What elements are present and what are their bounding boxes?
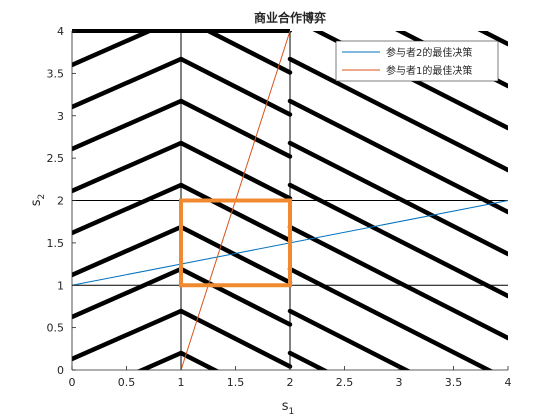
x-tick-label: 2 [287, 376, 294, 389]
x-axis-label-subscript: 1 [289, 407, 295, 417]
y-tick-label: 1.5 [47, 237, 65, 250]
y-tick-label: 3.5 [47, 67, 65, 80]
y-tick-label: 1 [57, 279, 64, 292]
legend-label-series-1: 参与者2的最佳决策 [386, 46, 472, 59]
hatch-line-middle [178, 140, 293, 201]
x-tick-label: 3.5 [445, 376, 463, 389]
hatch-line-left [72, 182, 184, 236]
x-tick-label: 1.5 [227, 376, 245, 389]
hatch-line-left [72, 31, 155, 68]
hatch-line-left [72, 98, 184, 152]
y-axis-label-subscript: 2 [37, 194, 47, 200]
hatch-line-right [287, 140, 508, 257]
y-tick-label: 2.5 [47, 152, 65, 165]
hatch-line-middle [178, 56, 293, 117]
hatch-line-right [290, 395, 508, 420]
hatch-line-left [136, 350, 184, 370]
hatch-line-middle [178, 182, 293, 243]
hatch-line-left [72, 395, 181, 420]
x-tick-label: 3 [396, 376, 403, 389]
hatch-line-left [72, 308, 184, 362]
hatch-line-middle [178, 350, 220, 370]
y-tick-label: 0 [57, 364, 64, 377]
hatch-line-middle [178, 224, 293, 285]
x-tick-label: 0 [69, 376, 76, 389]
y-tick-label: 2 [57, 195, 64, 208]
hatch-line-middle [178, 98, 293, 159]
hatch-line-middle [178, 266, 293, 327]
hatch-line-right [287, 224, 508, 341]
y-tick-label: 3 [57, 110, 64, 123]
legend: 参与者2的最佳决策 参与者1的最佳决策 [335, 40, 499, 82]
hatch-line-left [72, 56, 184, 110]
x-tick-label: 2.5 [336, 376, 354, 389]
axes: 0 0.5 1 1.5 2 2.5 3 3.5 4 0 0.5 1 1.5 2 2.5 3 3.5 4 [47, 25, 512, 389]
y-tick-label: 4 [57, 25, 64, 38]
hatch-line-right [287, 266, 494, 370]
hatch-line-left [72, 266, 184, 320]
y-tick-label: 0.5 [47, 322, 65, 335]
legend-label-series-2: 参与者1的最佳决策 [386, 64, 472, 77]
hatch-regions [72, 0, 508, 420]
hatch-line-right [287, 182, 508, 299]
hatch-line-middle [203, 31, 293, 75]
hatch-line-middle [181, 395, 290, 420]
hatch-line-left [72, 140, 184, 194]
x-tick-label: 1 [178, 376, 185, 389]
y-axis-label: s2 [29, 194, 47, 207]
highlight-rectangle [179, 198, 292, 288]
hatch-line-right [290, 0, 508, 2]
legend-box [335, 40, 499, 82]
x-axis-label: s1 [282, 399, 295, 417]
x-tick-label: 0.5 [118, 376, 136, 389]
hatch-line-middle [178, 308, 293, 369]
hatch-line-right [287, 56, 508, 173]
chart-title: 商业合作博弈 [254, 10, 326, 25]
hatch-line-left [72, 224, 184, 278]
x-tick-label: 4 [505, 376, 512, 389]
highlight-region [179, 198, 292, 288]
hatch-line-left [72, 0, 181, 23]
hatch-line-right [287, 98, 508, 215]
